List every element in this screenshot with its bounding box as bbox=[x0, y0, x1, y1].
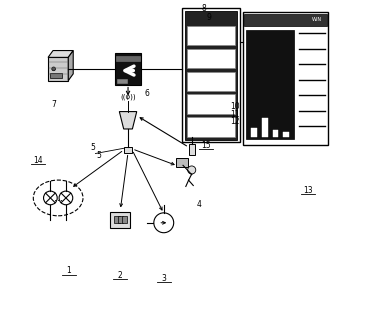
Text: 5: 5 bbox=[90, 143, 95, 152]
Text: 1: 1 bbox=[67, 266, 71, 275]
Text: 15: 15 bbox=[201, 141, 210, 150]
Bar bbox=[116, 79, 127, 83]
Bar bbox=[273, 129, 279, 137]
Text: 9: 9 bbox=[206, 13, 211, 22]
Bar bbox=[283, 133, 289, 137]
Circle shape bbox=[188, 166, 196, 174]
Circle shape bbox=[52, 67, 56, 71]
Text: 6: 6 bbox=[144, 89, 149, 98]
Bar bbox=[118, 216, 124, 223]
Bar bbox=[110, 212, 130, 228]
Bar bbox=[189, 144, 194, 155]
Text: 7: 7 bbox=[51, 100, 56, 109]
Text: 5: 5 bbox=[96, 152, 101, 160]
Bar bbox=[176, 158, 188, 167]
Bar bbox=[183, 8, 240, 142]
Bar bbox=[246, 30, 294, 139]
Bar bbox=[244, 14, 327, 26]
Bar bbox=[115, 53, 141, 85]
Text: WIN: WIN bbox=[312, 17, 322, 22]
Bar bbox=[114, 216, 120, 223]
Polygon shape bbox=[119, 112, 137, 129]
Bar bbox=[124, 147, 132, 153]
Polygon shape bbox=[48, 51, 73, 57]
Bar bbox=[187, 26, 235, 46]
Text: 14: 14 bbox=[33, 156, 43, 165]
Polygon shape bbox=[68, 51, 73, 81]
Text: 12: 12 bbox=[230, 117, 240, 126]
Circle shape bbox=[154, 213, 174, 233]
Bar bbox=[252, 128, 257, 137]
Bar bbox=[262, 118, 268, 137]
Text: 10: 10 bbox=[230, 102, 240, 111]
Bar bbox=[122, 216, 127, 223]
Text: 11: 11 bbox=[230, 110, 240, 119]
Text: 8: 8 bbox=[202, 4, 207, 13]
Bar bbox=[243, 12, 328, 145]
Bar bbox=[187, 49, 235, 68]
Circle shape bbox=[59, 191, 73, 205]
Bar bbox=[187, 118, 235, 137]
Bar bbox=[187, 71, 235, 91]
Text: 13: 13 bbox=[303, 186, 313, 195]
Text: ...: ... bbox=[54, 193, 63, 203]
Circle shape bbox=[43, 191, 57, 205]
Bar bbox=[187, 95, 235, 115]
Text: 2: 2 bbox=[118, 271, 123, 280]
Bar bbox=[50, 73, 62, 78]
Bar bbox=[48, 57, 68, 81]
Text: ((φ)): ((φ)) bbox=[120, 94, 136, 100]
Text: 3: 3 bbox=[161, 274, 166, 283]
Bar bbox=[185, 11, 237, 139]
Bar bbox=[116, 56, 140, 61]
Text: 4: 4 bbox=[197, 200, 202, 209]
